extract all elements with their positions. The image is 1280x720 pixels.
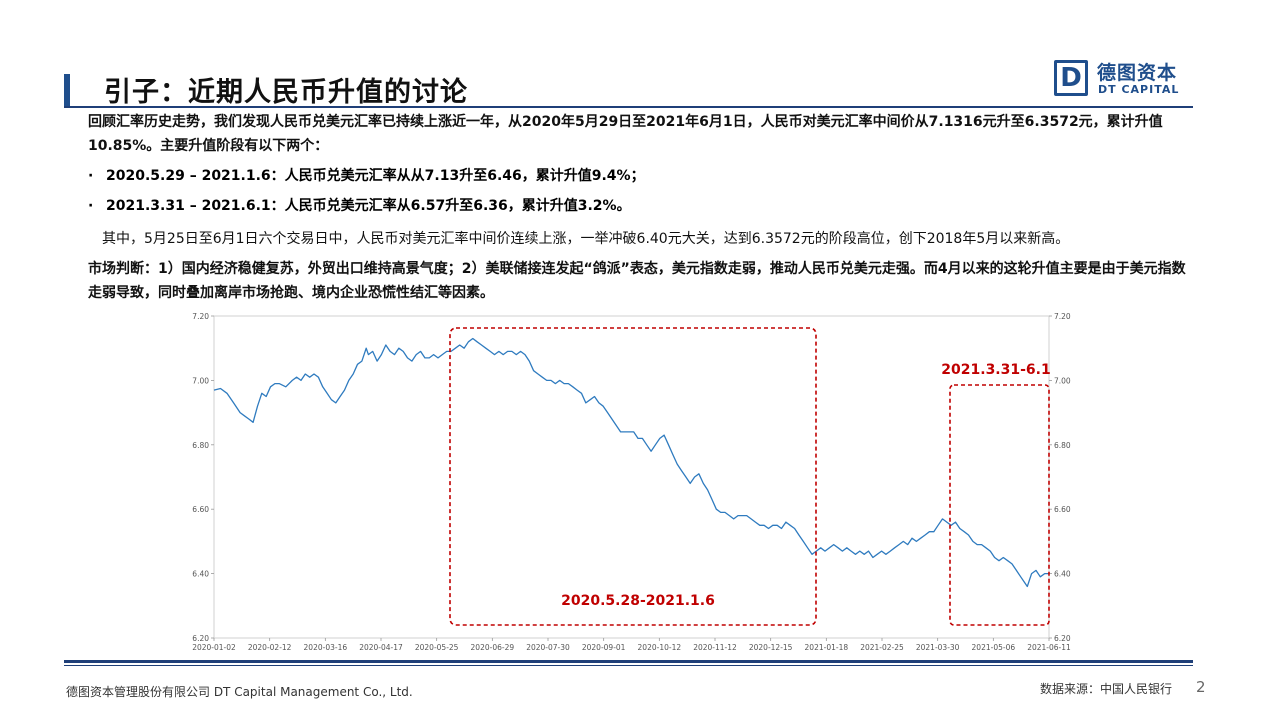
y-tick-label-right: 6.20 [1054,634,1071,643]
x-tick-label: 2020-02-12 [248,643,292,652]
company-logo: D 德图资本 DT CAPITAL [1054,60,1194,98]
y-tick-label: 7.00 [192,376,209,385]
logo-chinese-name: 德图资本 [1097,62,1178,84]
footer-divider [64,660,1193,663]
footer-divider-thin [64,665,1193,666]
y-tick-label-right: 7.00 [1054,376,1071,385]
bullet-item: 2021.3.31 – 2021.6.1：人民币兑美元汇率从6.57升至6.36… [106,198,631,214]
highlight-box-2021 [949,384,1050,626]
bullet-dot: · [88,168,94,184]
title-divider [64,106,1193,108]
x-tick-label: 2020-06-29 [471,643,515,652]
plot-frame [213,315,1050,639]
x-tick-label: 2020-09-01 [582,643,626,652]
logo-mark: D [1054,60,1088,96]
highlight-box-2020 [449,327,817,626]
x-tick-label: 2020-05-25 [415,643,459,652]
page-number: 2 [1196,678,1206,696]
y-tick-label-right: 6.60 [1054,505,1071,514]
y-tick-label-right: 6.40 [1054,570,1071,579]
y-tick-label: 7.20 [192,312,209,321]
x-tick-label: 2021-06-11 [1027,643,1071,652]
bullet-item: 2020.5.29 – 2021.1.6：人民币兑美元汇率从从7.13升至6.4… [106,168,645,184]
x-tick-label: 2020-07-30 [526,643,570,652]
chart-canvas: 7.20 7.20 7.00 7.00 6.80 6.80 6.60 6.60 6.40 6.40… [192,312,1071,652]
y-tick-label: 6.20 [192,634,209,643]
x-tick-label: 2020-03-16 [304,643,348,652]
x-tick-label: 2021-03-30 [916,643,960,652]
detail-paragraph: 其中，5月25日至6月1日六个交易日中，人民币对美元汇率中间价连续上涨，一举冲破… [88,231,1070,247]
x-tick-label: 2020-11-12 [693,643,737,652]
annotation-label-2021: 2021.3.31-6.1 [941,362,1050,378]
intro-paragraph: 回顾汇率历史走势，我们发现人民币兑美元汇率已持续上涨近一年，从2020年5月29… [88,114,1163,154]
x-tick-label: 2020-04-17 [359,643,403,652]
y-tick-label-right: 6.80 [1054,441,1071,450]
exchange-rate-chart: 7.20 7.20 7.00 7.00 6.80 6.80 6.60 6.60 6.40 6.40… [190,308,1095,658]
page-title: 引子：近期人民币升值的讨论 [104,77,468,108]
y-tick-label-right: 7.20 [1054,312,1071,321]
logo-english-name: DT CAPITAL [1098,83,1180,96]
x-tick-label: 2020-01-02 [192,643,236,652]
x-tick-label: 2020-10-12 [638,643,682,652]
x-tick-label: 2021-05-06 [972,643,1016,652]
y-tick-label: 6.60 [192,505,209,514]
x-tick-label: 2021-01-18 [805,643,849,652]
bullet-dot: · [88,198,94,214]
title-accent-bar [64,74,70,106]
market-judgement-paragraph: 市场判断：1）国内经济稳健复苏，外贸出口维持高景气度；2）美联储接连发起“鸽派”… [88,261,1186,301]
y-tick-label: 6.40 [192,570,209,579]
annotation-label-2020: 2020.5.28-2021.1.6 [561,593,715,609]
y-tick-label: 6.80 [192,441,209,450]
x-tick-label: 2021-02-25 [860,643,904,652]
footer-company: 德图资本管理股份有限公司 DT Capital Management Co., … [66,685,413,699]
x-tick-label: 2020-12-15 [749,643,793,652]
rate-series-line [213,337,1049,588]
footer-source: 数据来源：中国人民银行 [1040,682,1173,696]
